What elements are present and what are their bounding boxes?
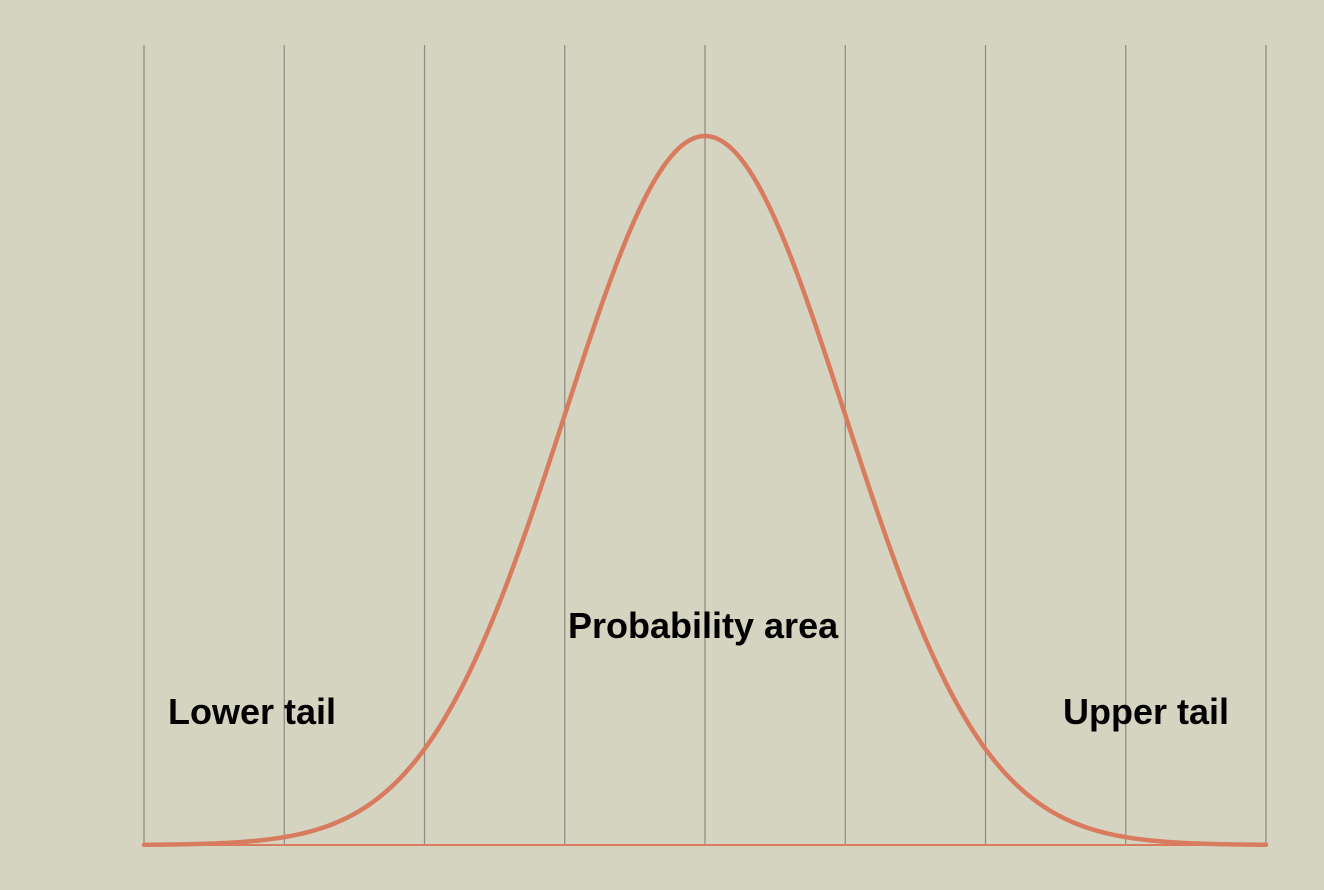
normal-density-curve bbox=[141, 133, 1269, 848]
probability-area-label: Probability area bbox=[568, 605, 839, 646]
vertical-gridlines bbox=[143, 45, 1267, 845]
upper-tail-label: Upper tail bbox=[1063, 691, 1229, 732]
lower-tail-label: Lower tail bbox=[168, 691, 336, 732]
